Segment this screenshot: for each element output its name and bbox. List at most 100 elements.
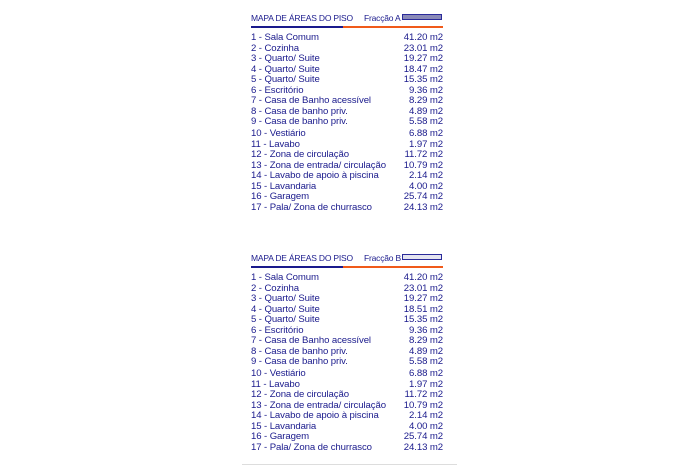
room-area: 41.20 m2 <box>403 32 443 43</box>
table-row: 1 - Sala Comum 41.20 m2 <box>251 32 443 44</box>
room-area: 23.01 m2 <box>403 282 443 294</box>
table-row: 10 - Vestiário 6.88 m2 <box>251 368 443 380</box>
room-label: 9 - Casa de banho priv. <box>251 116 348 127</box>
room-area: 2.14 m2 <box>409 410 443 421</box>
table-row: 15 - Lavandaria 4.00 m2 <box>251 420 443 433</box>
room-label: 16 - Garagem <box>251 431 309 442</box>
table-row: 7 - Casa de Banho acessível 8.29 m2 <box>251 335 443 347</box>
table-row: 2 - Cozinha 23.01 m2 <box>251 282 443 295</box>
room-area: 4.00 m2 <box>409 420 443 432</box>
room-area: 15.35 m2 <box>403 314 443 325</box>
table-row: 16 - Garagem 25.74 m2 <box>251 191 443 203</box>
table-row: 11 - Lavabo 1.97 m2 <box>251 138 443 151</box>
table-row: 15 - Lavandaria 4.00 m2 <box>251 181 443 193</box>
table-title: MAPA DE ÁREAS DO PISO <box>251 13 353 23</box>
area-table-a: MAPA DE ÁREAS DO PISO Fracção A 1 - Sala… <box>251 11 443 213</box>
fraction-swatch <box>402 254 442 260</box>
room-area: 1.97 m2 <box>409 138 443 150</box>
room-label: 13 - Zona de entrada/ circulação <box>251 159 386 171</box>
fraction-label: Fracção A <box>364 13 401 23</box>
room-area: 41.20 m2 <box>403 272 443 283</box>
table-row: 6 - Escritório 9.36 m2 <box>251 84 443 97</box>
rule-orange <box>343 26 443 28</box>
rows: 1 - Sala Comum 41.20 m2 2 - Cozinha 23.0… <box>251 272 443 453</box>
room-area: 10.79 m2 <box>403 159 443 171</box>
room-label: 9 - Casa de banho priv. <box>251 356 348 367</box>
room-label: 6 - Escritório <box>251 84 304 96</box>
table-header: MAPA DE ÁREAS DO PISO Fracção A <box>251 11 443 25</box>
room-label: 12 - Zona de circulação <box>251 149 349 160</box>
room-label: 17 - Pala/ Zona de churrasco <box>251 441 372 453</box>
room-label: 16 - Garagem <box>251 191 309 202</box>
table-row: 9 - Casa de banho priv. 5.58 m2 <box>251 116 443 128</box>
room-label: 2 - Cozinha <box>251 42 299 54</box>
bottom-border <box>242 464 457 465</box>
room-area: 18.51 m2 <box>403 303 443 315</box>
room-label: 7 - Casa de Banho acessível <box>251 335 371 346</box>
room-area: 25.74 m2 <box>403 431 443 442</box>
room-label: 3 - Quarto/ Suite <box>251 53 320 64</box>
header-rule <box>251 266 443 268</box>
table-row: 1 - Sala Comum 41.20 m2 <box>251 272 443 284</box>
room-label: 7 - Casa de Banho acessível <box>251 95 371 106</box>
room-label: 11 - Lavabo <box>251 138 300 150</box>
room-area: 6.88 m2 <box>409 368 443 379</box>
room-label: 6 - Escritório <box>251 324 304 336</box>
table-row: 6 - Escritório 9.36 m2 <box>251 324 443 337</box>
room-label: 4 - Quarto/ Suite <box>251 63 320 75</box>
table-row: 14 - Lavabo de apoio à piscina 2.14 m2 <box>251 410 443 422</box>
room-area: 24.13 m2 <box>403 201 443 213</box>
room-label: 15 - Lavandaria <box>251 420 317 432</box>
room-label: 17 - Pala/ Zona de churrasco <box>251 201 372 213</box>
table-row: 8 - Casa de banho priv. 4.89 m2 <box>251 105 443 118</box>
table-row: 5 - Quarto/ Suite 15.35 m2 <box>251 74 443 86</box>
room-label: 8 - Casa de banho priv. <box>251 105 348 117</box>
room-area: 15.35 m2 <box>403 74 443 85</box>
room-area: 24.13 m2 <box>403 441 443 453</box>
room-area: 9.36 m2 <box>409 84 443 96</box>
room-area: 9.36 m2 <box>409 324 443 336</box>
table-row: 8 - Casa de banho priv. 4.89 m2 <box>251 345 443 358</box>
room-area: 6.88 m2 <box>409 128 443 139</box>
rows: 1 - Sala Comum 41.20 m2 2 - Cozinha 23.0… <box>251 32 444 214</box>
room-label: 5 - Quarto/ Suite <box>251 74 320 85</box>
header-rule <box>251 26 443 28</box>
room-label: 14 - Lavabo de apoio à piscina <box>251 170 379 181</box>
rule-blue <box>251 266 343 268</box>
room-area: 10.79 m2 <box>403 399 443 411</box>
room-label: 12 - Zona de circulação <box>251 389 349 400</box>
room-label: 5 - Quarto/ Suite <box>251 314 320 325</box>
table-row: 17 - Pala/ Zona de churrasco 24.13 m2 <box>251 201 443 214</box>
table-header: MAPA DE ÁREAS DO PISO Fracção B <box>251 251 443 265</box>
room-area: 19.27 m2 <box>403 53 443 64</box>
table-row: 14 - Lavabo de apoio à piscina 2.14 m2 <box>251 170 443 182</box>
room-area: 4.89 m2 <box>409 345 443 357</box>
room-area: 11.72 m2 <box>404 149 444 160</box>
table-row: 12 - Zona de circulação 11.72 m2 <box>251 149 444 161</box>
room-label: 10 - Vestiário <box>251 368 306 379</box>
room-label: 3 - Quarto/ Suite <box>251 293 320 304</box>
room-area: 4.89 m2 <box>409 105 443 117</box>
room-area: 23.01 m2 <box>403 42 443 54</box>
table-row: 3 - Quarto/ Suite 19.27 m2 <box>251 293 443 305</box>
table-row: 13 - Zona de entrada/ circulação 10.79 m… <box>251 159 443 172</box>
table-row: 4 - Quarto/ Suite 18.51 m2 <box>251 303 443 316</box>
table-row: 9 - Casa de banho priv. 5.58 m2 <box>251 356 443 368</box>
room-label: 1 - Sala Comum <box>251 32 319 43</box>
room-area: 5.58 m2 <box>409 116 443 127</box>
room-label: 14 - Lavabo de apoio à piscina <box>251 410 379 421</box>
room-area: 2.14 m2 <box>409 170 443 181</box>
table-row: 2 - Cozinha 23.01 m2 <box>251 42 443 55</box>
table-row: 13 - Zona de entrada/ circulação 10.79 m… <box>251 399 443 412</box>
table-row: 7 - Casa de Banho acessível 8.29 m2 <box>251 95 443 107</box>
room-area: 8.29 m2 <box>409 335 443 346</box>
rule-orange <box>343 266 443 268</box>
rule-blue <box>251 26 343 28</box>
room-area: 25.74 m2 <box>403 191 443 202</box>
room-area: 8.29 m2 <box>409 95 443 106</box>
table-row: 10 - Vestiário 6.88 m2 <box>251 128 443 140</box>
fraction-label: Fracção B <box>364 253 401 263</box>
table-row: 11 - Lavabo 1.97 m2 <box>251 379 443 391</box>
room-label: 4 - Quarto/ Suite <box>251 303 320 315</box>
table-row: 12 - Zona de circulação 11.72 m2 <box>251 389 443 401</box>
